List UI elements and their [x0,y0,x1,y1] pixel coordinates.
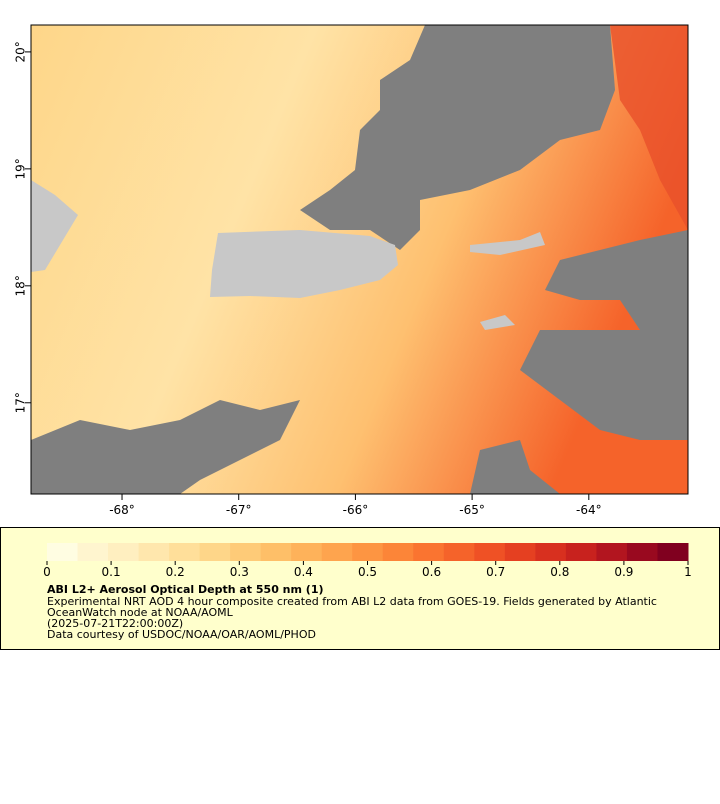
colorbar-cell [47,543,79,561]
colorbar-cell [443,543,475,561]
colorbar-tick-label: 0.9 [614,565,633,579]
colorbar-cell [260,543,292,561]
x-tick-label: -66° [343,503,369,517]
high-aod [610,25,688,230]
legend-line: (2025-07-21T22:00:00Z) [47,617,183,630]
colorbar-cell [596,543,628,561]
colorbar-tick-label: 0 [43,565,51,579]
y-tick-label: 20° [14,41,28,62]
legend-line: Experimental NRT AOD 4 hour composite cr… [47,595,657,608]
colorbar-cell [352,543,384,561]
colorbar-tick-label: 0.8 [550,565,569,579]
colorbar-cell [474,543,506,561]
island [470,232,545,255]
colorbar-cell [230,543,262,561]
colorbar-cell [169,543,201,561]
island [31,180,78,272]
y-tick-label: 17° [14,392,28,413]
legend-line: OceanWatch node at NOAA/AOML [47,606,234,619]
colorbar-cell [565,543,597,561]
colorbar-cell [108,543,140,561]
colorbar-tick-label: 0.2 [166,565,185,579]
colorbar-tick-label: 0.4 [294,565,313,579]
island [480,315,515,330]
map-image [31,25,688,494]
colorbar-tick-label: 1 [684,565,692,579]
colorbar-cell [291,543,323,561]
colorbar-tick-label: 0.6 [422,565,441,579]
colorbar-tick-label: 0.5 [358,565,377,579]
colorbar-cell [321,543,353,561]
colorbar-cell [626,543,658,561]
colorbar-cell [413,543,445,561]
x-tick-label: -64° [576,503,602,517]
colorbar-cell [504,543,536,561]
no-data [520,230,688,440]
colorbar-cell [535,543,567,561]
legend-line: Data courtesy of USDOC/NOAA/OAR/AOML/PHO… [47,628,316,641]
island [210,230,398,298]
x-tick-label: -68° [109,503,135,517]
no-data [470,440,560,494]
x-tick-label: -67° [226,503,252,517]
colorbar-cell [199,543,231,561]
no-data [300,25,615,250]
colorbar-tick-label: 0.7 [486,565,505,579]
map-frame [30,24,689,495]
y-tick-label: 19° [14,158,28,179]
colorbar-cell [657,543,689,561]
colorbar-cell [138,543,170,561]
colorbar-tick-label: 0.3 [230,565,249,579]
legend-title: ABI L2+ Aerosol Optical Depth at 550 nm … [47,583,324,596]
y-tick-label: 18° [14,275,28,296]
colorbar-tick-label: 0.1 [102,565,121,579]
x-tick-label: -65° [459,503,485,517]
no-data [31,400,300,494]
colorbar-cell [382,543,414,561]
colorbar-cell [77,543,109,561]
